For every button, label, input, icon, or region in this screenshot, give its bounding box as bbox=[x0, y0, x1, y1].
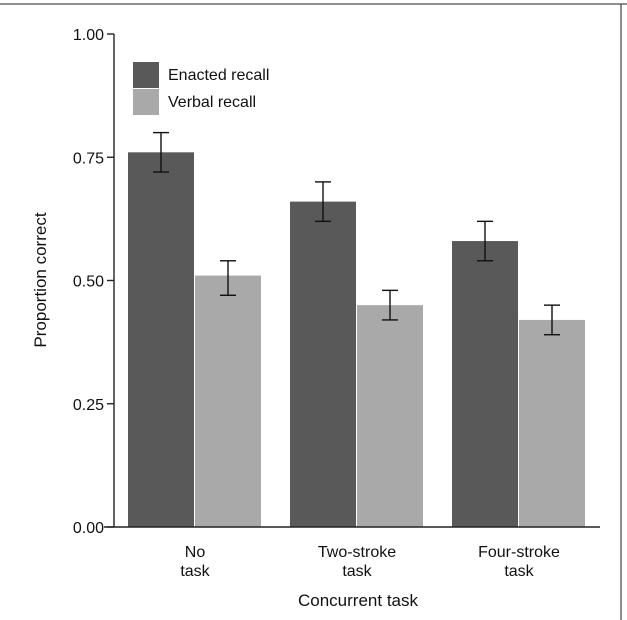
legend-label-0: Enacted recall bbox=[168, 67, 269, 84]
x-tick-label-2: Four-stroke task bbox=[478, 544, 560, 580]
bars-layer bbox=[128, 152, 585, 527]
y-tick-label-3: 0.75 bbox=[73, 150, 104, 167]
y-tick-label-2: 0.50 bbox=[73, 274, 104, 291]
x-tick-label-line: task bbox=[504, 563, 534, 580]
y-axis-title: Proportion correct bbox=[31, 212, 50, 347]
bar-verbal-2 bbox=[519, 319, 585, 527]
axes-layer: No task Two-stroke task Four-stroke task 0.00 0… bbox=[73, 27, 600, 580]
x-tick-label-line: task bbox=[342, 563, 372, 580]
x-axis-title: Concurrent task bbox=[298, 591, 418, 610]
error-bars-layer bbox=[153, 131, 560, 336]
y-tick-label-4: 1.00 bbox=[73, 27, 104, 44]
x-tick-label-0: No task bbox=[180, 544, 210, 580]
x-tick-label-line: Four-stroke bbox=[478, 544, 560, 561]
bar-verbal-1 bbox=[357, 305, 423, 527]
bar-verbal-0 bbox=[195, 275, 261, 527]
x-tick-label-line: No bbox=[185, 544, 206, 561]
y-tick-label-0: 0.00 bbox=[73, 520, 104, 537]
legend-swatch-1 bbox=[133, 89, 159, 115]
x-tick-label-line: task bbox=[180, 563, 210, 580]
x-tick-label-1: Two-stroke task bbox=[318, 544, 396, 580]
x-tick-label-line: Two-stroke bbox=[318, 544, 396, 561]
legend-label-1: Verbal recall bbox=[168, 94, 256, 111]
legend-swatch-0 bbox=[133, 62, 159, 88]
bar-enacted-0 bbox=[128, 152, 194, 527]
legend: Enacted recall Verbal recall bbox=[133, 62, 269, 115]
bar-enacted-1 bbox=[290, 201, 356, 527]
bar-enacted-2 bbox=[452, 241, 518, 527]
y-tick-label-1: 0.25 bbox=[73, 397, 104, 414]
